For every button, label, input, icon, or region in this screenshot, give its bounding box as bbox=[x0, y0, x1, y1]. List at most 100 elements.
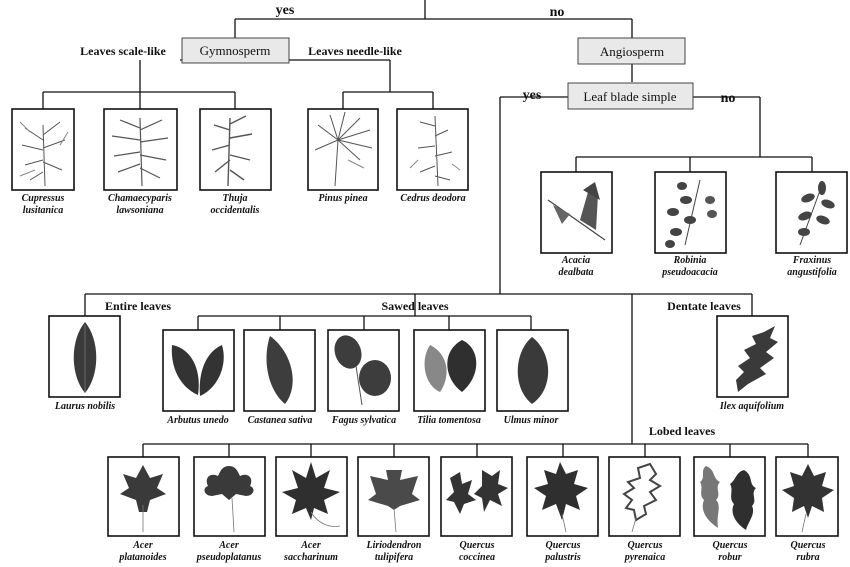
specimen-name: Laurus nobilis bbox=[54, 401, 115, 412]
specimen-acacia-dealbata: Acacia dealbata bbox=[540, 171, 613, 278]
node-leaf-blade-simple: Leaf blade simple bbox=[567, 82, 694, 110]
specimen-name: Quercus bbox=[712, 540, 747, 551]
specimen-name: Cupressus bbox=[22, 193, 65, 204]
specimen-name: Ilex aquifolium bbox=[719, 401, 784, 412]
specimen-acer-pseudoplatanus: Acer pseudoplatanus bbox=[193, 456, 266, 563]
specimen-cupressus-lusitanica: Cupressus lusitanica bbox=[11, 108, 75, 216]
lobed-leaf-image bbox=[368, 470, 420, 510]
node-gymnosperm-label: Gymnosperm bbox=[200, 43, 271, 58]
specimen-ilex-aquifolium: Ilex aquifolium bbox=[716, 315, 789, 412]
lobed-leaf-image bbox=[622, 462, 662, 522]
specimen-quercus-robur: Quercus robur bbox=[693, 456, 766, 563]
specimen-name: angustifolia bbox=[787, 267, 836, 278]
specimen-name: Acer bbox=[132, 540, 153, 551]
specimen-name: Fagus sylvatica bbox=[331, 415, 396, 426]
sawed-leaf-image bbox=[424, 340, 477, 392]
specimen-name: Acer bbox=[300, 540, 321, 551]
specimen-chamaecyparis-lawsoniana: Chamaecyparis lawsoniana bbox=[103, 108, 178, 216]
specimen-name: tulipifera bbox=[375, 552, 413, 563]
acacia-leaf-image bbox=[547, 182, 606, 241]
specimen-name: Acacia bbox=[561, 255, 590, 266]
specimen-name: Thuja bbox=[222, 193, 247, 204]
label-leaves-needle-like: Leaves needle-like bbox=[308, 44, 402, 58]
specimen-name: Chamaecyparis bbox=[108, 193, 172, 204]
specimen-name: palustris bbox=[544, 552, 581, 563]
cedar-sprig-image bbox=[409, 115, 461, 187]
specimen-name: pseudoplatanus bbox=[196, 552, 262, 563]
specimen-pinus-pinea: Pinus pinea bbox=[307, 108, 379, 204]
lobed-leaf-image bbox=[446, 470, 508, 514]
conifer-sprig-image bbox=[211, 115, 253, 187]
specimen-quercus-coccinea: Quercus coccinea bbox=[440, 456, 513, 563]
specimen-name: Fraxinus bbox=[792, 255, 831, 266]
specimen-robinia-pseudoacacia: Robinia pseudoacacia bbox=[654, 171, 727, 278]
lobed-leaf-image bbox=[204, 466, 254, 500]
lobed-leaf-image bbox=[782, 464, 834, 518]
specimen-fagus-sylvatica: Fagus sylvatica bbox=[327, 329, 400, 426]
conifer-sprig-image bbox=[111, 117, 169, 187]
branch-yes-root: yes bbox=[276, 3, 295, 18]
specimen-name: coccinea bbox=[459, 552, 495, 563]
sawed-leaf-image bbox=[266, 336, 293, 404]
specimen-name: Quercus bbox=[627, 540, 662, 551]
specimen-name: Tilia tomentosa bbox=[417, 415, 481, 426]
specimen-name: saccharinum bbox=[283, 552, 338, 563]
node-angiosperm: Angiosperm bbox=[577, 37, 686, 65]
specimen-quercus-rubra: Quercus rubra bbox=[775, 456, 839, 563]
specimen-name: Cedrus deodora bbox=[400, 193, 465, 204]
specimen-name: Quercus bbox=[459, 540, 494, 551]
specimen-quercus-palustris: Quercus palustris bbox=[526, 456, 599, 563]
specimen-quercus-pyrenaica: Quercus pyrenaica bbox=[608, 456, 681, 563]
node-angiosperm-label: Angiosperm bbox=[600, 44, 664, 59]
specimen-name: Pinus pinea bbox=[318, 193, 367, 204]
lobed-leaf-image bbox=[700, 466, 756, 530]
specimen-acer-platanoides: Acer platanoides bbox=[107, 456, 180, 563]
specimen-laurus-nobilis: Laurus nobilis bbox=[48, 315, 121, 412]
label-sawed-leaves: Sawed leaves bbox=[382, 299, 449, 313]
specimen-name: lawsoniana bbox=[116, 205, 163, 216]
specimen-name: Ulmus minor bbox=[504, 415, 559, 426]
specimen-castanea-sativa: Castanea sativa bbox=[243, 329, 316, 426]
specimen-thuja-occidentalis: Thuja occidentalis bbox=[199, 108, 272, 216]
specimen-tilia-tomentosa: Tilia tomentosa bbox=[413, 329, 486, 426]
lobed-leaf-image bbox=[534, 462, 588, 520]
specimen-name: Quercus bbox=[790, 540, 825, 551]
specimen-name: pyrenaica bbox=[624, 552, 666, 563]
specimen-name: Quercus bbox=[545, 540, 580, 551]
specimen-arbutus-unedo: Arbutus unedo bbox=[162, 329, 235, 426]
specimen-name: pseudoacacia bbox=[661, 267, 718, 278]
conifer-sprig-image bbox=[19, 121, 69, 187]
dentate-leaf-image bbox=[736, 326, 778, 392]
node-gymnosperm: Gymnosperm bbox=[181, 37, 290, 64]
specimen-name: Robinia bbox=[673, 255, 707, 266]
fraxinus-leaf-image bbox=[798, 181, 835, 246]
label-entire-leaves: Entire leaves bbox=[105, 299, 171, 313]
label-dentate-leaves: Dentate leaves bbox=[667, 299, 741, 313]
robinia-leaf-image bbox=[665, 179, 717, 248]
specimen-name: robur bbox=[718, 552, 741, 563]
lobed-leaf-image bbox=[282, 462, 340, 520]
label-leaves-scale-like: Leaves scale-like bbox=[80, 44, 166, 58]
lobed-leaf-image bbox=[120, 465, 166, 512]
sawed-leaf-image bbox=[171, 345, 224, 396]
specimen-name: Castanea sativa bbox=[248, 415, 313, 426]
specimen-name: lusitanica bbox=[23, 205, 64, 216]
branch-no-root: no bbox=[550, 5, 565, 20]
specimen-name: occidentalis bbox=[211, 205, 260, 216]
label-lobed-leaves: Lobed leaves bbox=[649, 424, 716, 438]
specimen-fraxinus-angustifolia: Fraxinus angustifolia bbox=[775, 171, 848, 278]
specimen-liriodendron-tulipifera: Liriodendron tulipifera bbox=[357, 456, 430, 563]
sawed-leaf-image bbox=[334, 335, 391, 406]
sawed-leaf-image bbox=[517, 337, 549, 404]
specimen-name: Liriodendron bbox=[365, 540, 421, 551]
specimen-name: Arbutus unedo bbox=[166, 415, 228, 426]
node-leaf-blade-simple-label: Leaf blade simple bbox=[583, 89, 676, 104]
specimen-name: rubra bbox=[796, 552, 819, 563]
specimen-name: Acer bbox=[218, 540, 239, 551]
branch-yes-simple: yes bbox=[523, 88, 542, 103]
connector-lines bbox=[42, 0, 813, 457]
pine-needles-image bbox=[314, 111, 373, 187]
specimen-cedrus-deodora: Cedrus deodora bbox=[396, 108, 469, 204]
specimen-name: platanoides bbox=[118, 552, 166, 563]
